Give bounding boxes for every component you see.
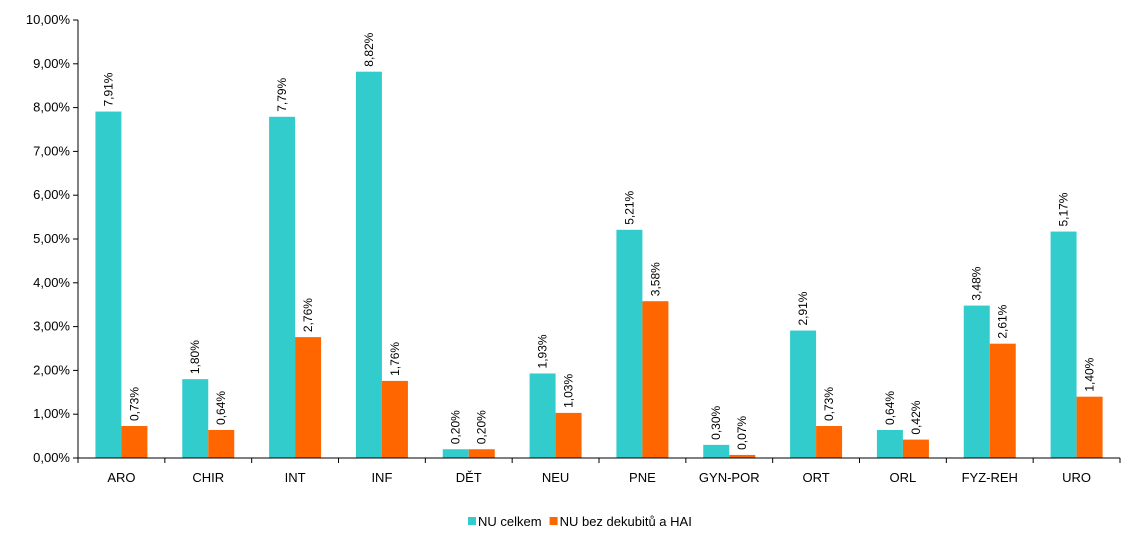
- bar: [876, 429, 903, 458]
- value-label: 0,73%: [822, 387, 836, 421]
- bar: [355, 71, 382, 459]
- bar: [642, 301, 669, 458]
- bar: [790, 330, 817, 458]
- y-tick-label: 1,00%: [33, 406, 70, 421]
- bar: [269, 116, 296, 458]
- y-tick-label: 3,00%: [33, 319, 70, 334]
- value-label: 2,61%: [996, 304, 1010, 338]
- bar: [902, 439, 929, 458]
- x-tick-label: FYZ-REH: [962, 470, 1018, 485]
- y-tick-label: 0,00%: [33, 450, 70, 465]
- value-label: 7,79%: [275, 77, 289, 111]
- bar: [182, 379, 209, 458]
- bar: [989, 343, 1016, 458]
- value-label: 3,58%: [648, 262, 662, 296]
- x-tick-label: DĚT: [456, 470, 482, 485]
- bar: [442, 449, 469, 458]
- y-tick-label: 5,00%: [33, 231, 70, 246]
- x-tick-label: INF: [371, 470, 392, 485]
- bar: [703, 444, 730, 458]
- y-tick-label: 10,00%: [26, 12, 71, 27]
- bar: [295, 337, 322, 458]
- y-tick-label: 2,00%: [33, 362, 70, 377]
- value-label: 2,76%: [301, 298, 315, 332]
- bar: [816, 426, 843, 458]
- bar: [1050, 231, 1077, 458]
- y-tick-label: 6,00%: [33, 187, 70, 202]
- bar: [529, 373, 556, 458]
- value-label: 0,64%: [883, 391, 897, 425]
- value-label: 8,82%: [362, 32, 376, 66]
- bar: [381, 380, 408, 458]
- y-tick-label: 9,00%: [33, 56, 70, 71]
- legend-swatch: [549, 517, 558, 525]
- bar: [729, 454, 756, 458]
- value-label: 0,64%: [214, 391, 228, 425]
- legend-swatch: [468, 517, 476, 525]
- x-tick-label: ORL: [890, 470, 917, 485]
- value-label: 0,73%: [127, 387, 141, 421]
- value-label: 3,48%: [970, 266, 984, 300]
- bar: [208, 429, 235, 458]
- bar: [963, 305, 990, 458]
- value-label: 0,20%: [475, 410, 489, 444]
- value-label: 2,91%: [796, 291, 810, 325]
- value-label: 0,07%: [735, 416, 749, 450]
- x-tick-label: GYN-POR: [699, 470, 760, 485]
- value-label: 1,76%: [388, 342, 402, 376]
- bar: [616, 229, 643, 458]
- x-tick-label: ORT: [802, 470, 829, 485]
- x-tick-label: ARO: [107, 470, 135, 485]
- bar: [95, 111, 122, 459]
- x-tick-label: URO: [1062, 470, 1091, 485]
- value-label: 0,20%: [449, 410, 463, 444]
- y-tick-label: 8,00%: [33, 100, 70, 115]
- value-label: 1,80%: [188, 340, 202, 374]
- x-tick-label: INT: [285, 470, 306, 485]
- value-label: 0,42%: [909, 400, 923, 434]
- bar: [121, 426, 148, 458]
- value-label: 0,30%: [709, 406, 723, 440]
- x-tick-label: PNE: [629, 470, 656, 485]
- x-tick-label: CHIR: [192, 470, 224, 485]
- legend-label: NU celkem: [478, 514, 542, 529]
- bar: [1076, 396, 1103, 458]
- value-label: 7,91%: [101, 72, 115, 106]
- y-tick-label: 4,00%: [33, 275, 70, 290]
- value-label: 5,21%: [622, 190, 636, 224]
- legend-label: NU bez dekubitů a HAI: [560, 514, 692, 529]
- value-label: 5,17%: [1057, 192, 1071, 226]
- x-tick-label: NEU: [542, 470, 569, 485]
- bar: [468, 449, 495, 458]
- value-label: 1,93%: [536, 334, 550, 368]
- y-tick-label: 7,00%: [33, 143, 70, 158]
- value-label: 1,40%: [1083, 357, 1097, 391]
- value-label: 1,03%: [562, 374, 576, 408]
- bar: [555, 412, 582, 458]
